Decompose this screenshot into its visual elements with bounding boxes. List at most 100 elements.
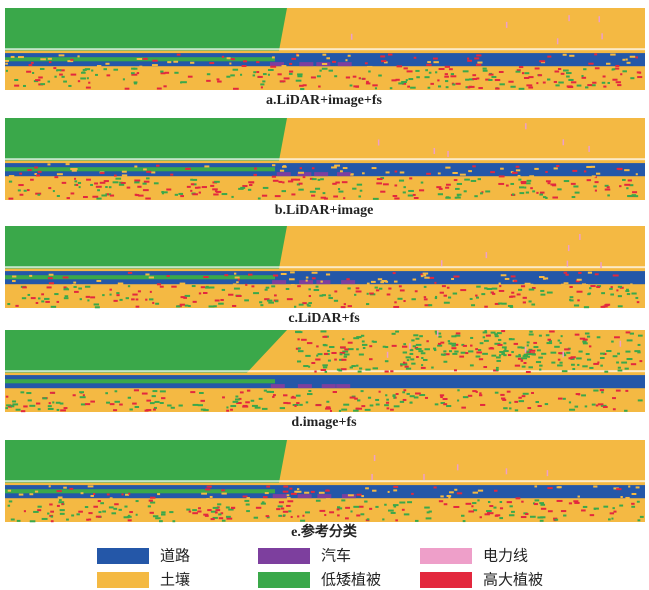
speckle	[47, 163, 50, 165]
speckle	[508, 354, 511, 356]
speckle	[406, 79, 408, 81]
speckle	[433, 348, 436, 350]
speckle	[587, 84, 592, 86]
speckle	[630, 283, 632, 285]
speckle	[595, 273, 599, 275]
speckle	[587, 179, 591, 181]
speckle	[523, 297, 527, 299]
speckle	[199, 292, 201, 294]
speckle	[238, 188, 243, 190]
speckle	[74, 178, 76, 180]
speckle	[110, 403, 115, 405]
speckle	[356, 365, 358, 367]
speckle	[243, 60, 247, 62]
speckle	[375, 506, 378, 508]
speckle	[581, 394, 586, 396]
speckle	[62, 76, 65, 78]
speckle	[585, 86, 588, 88]
speckle	[453, 293, 457, 295]
speckle	[62, 182, 67, 184]
speckle	[113, 409, 117, 411]
speckle	[129, 511, 133, 513]
speckle	[395, 171, 398, 173]
speckle	[369, 293, 374, 295]
speckle	[380, 55, 385, 57]
speckle	[367, 518, 370, 520]
speckle	[57, 173, 63, 175]
speckle	[114, 401, 119, 403]
speckle	[226, 410, 229, 412]
speckle	[407, 86, 410, 88]
speckle	[283, 511, 288, 513]
speckle	[289, 71, 293, 73]
speckle	[605, 189, 611, 191]
speckle	[637, 351, 640, 353]
speckle	[180, 304, 185, 306]
speckle	[201, 286, 205, 288]
speckle	[529, 333, 534, 335]
speckle	[521, 285, 525, 287]
speckle	[607, 194, 610, 196]
speckle	[131, 72, 135, 74]
speckle	[143, 189, 149, 191]
speckle	[72, 170, 77, 172]
speckle	[517, 293, 521, 295]
speckle	[210, 496, 213, 498]
speckle	[31, 297, 36, 299]
speckle	[632, 493, 637, 495]
speckle	[83, 196, 88, 198]
speckle	[388, 54, 392, 56]
speckle	[424, 296, 426, 298]
speckle	[291, 284, 295, 286]
speckle	[18, 184, 23, 186]
speckle	[586, 353, 590, 355]
speckle	[451, 347, 456, 349]
speckle	[439, 500, 443, 502]
speckle	[157, 283, 161, 285]
speckle	[394, 184, 397, 186]
classification-map	[5, 226, 645, 308]
speckle	[581, 75, 583, 77]
speckle	[592, 84, 596, 86]
speckle	[62, 503, 64, 505]
speckle	[275, 300, 278, 302]
speckle	[468, 170, 472, 172]
speckle	[12, 400, 16, 402]
speckle	[600, 357, 605, 359]
speckle	[385, 281, 388, 283]
speckle	[245, 401, 250, 403]
speckle	[402, 391, 405, 393]
speckle	[348, 348, 354, 350]
speckle	[116, 292, 119, 294]
speckle	[407, 393, 410, 395]
speckle	[308, 288, 310, 290]
speckle	[460, 289, 466, 291]
speckle	[149, 500, 153, 502]
speckle	[49, 61, 52, 63]
speckle	[548, 182, 551, 184]
speckle	[341, 409, 347, 411]
speckle	[322, 54, 326, 56]
speckle	[594, 53, 597, 55]
speckle	[329, 346, 334, 348]
speckle	[636, 486, 640, 488]
speckle	[445, 187, 449, 189]
speckle	[353, 410, 359, 412]
speckle	[478, 178, 481, 180]
speckle	[53, 190, 55, 192]
speckle	[617, 353, 620, 355]
speckle	[402, 509, 405, 511]
speckle	[51, 306, 56, 308]
speckle	[203, 514, 208, 516]
speckle	[376, 182, 382, 184]
speckle	[356, 348, 359, 350]
speckle	[231, 58, 235, 60]
speckle	[544, 277, 548, 279]
speckle	[439, 68, 445, 70]
speckle	[57, 301, 60, 303]
speckle	[353, 85, 359, 87]
speckle	[381, 60, 386, 62]
speckle	[591, 166, 595, 168]
speckle	[524, 77, 529, 79]
speckle	[128, 519, 132, 521]
